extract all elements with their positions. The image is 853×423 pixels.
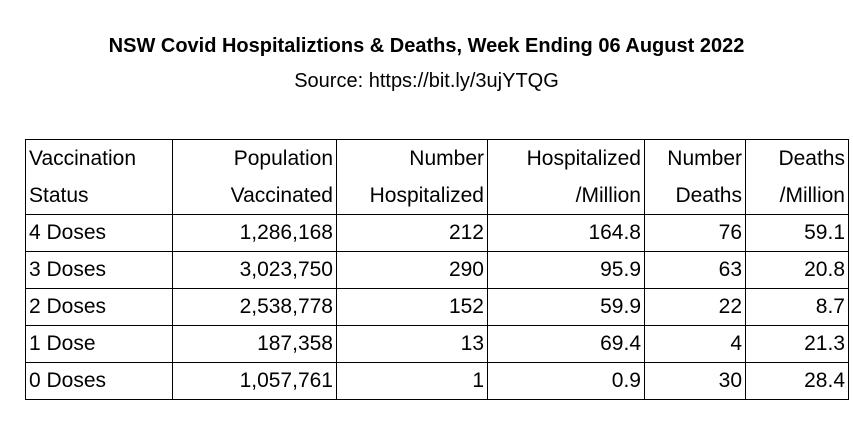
cell-deaths: 30 [644,362,746,400]
table-row: 2 Doses 2,538,778 152 59.9 22 8.7 [25,288,849,326]
cell-hosp-per-million: 59.9 [487,288,645,326]
cell-deaths-per-million: 21.3 [745,325,849,363]
header-text: Population [233,147,333,170]
cell-hosp-per-million: 69.4 [487,325,645,363]
table-header-row: Vaccination Status Population Vaccinated… [25,139,849,215]
cell-status: 1 Dose [25,325,173,363]
table-row: 1 Dose 187,358 13 69.4 4 21.3 [25,325,849,363]
table-row: 0 Doses 1,057,761 1 0.9 30 28.4 [25,362,849,400]
covid-data-table: Vaccination Status Population Vaccinated… [25,139,849,400]
table-row: 4 Doses 1,286,168 212 164.8 76 59.1 [25,214,849,252]
header-hospitalized-per-million: Hospitalized /Million [487,139,645,215]
header-number-deaths: Number Deaths [644,139,746,215]
source-line: Source: https://bit.ly/3ujYTQG [294,70,559,92]
cell-status: 3 Doses [25,251,173,289]
header-text: Number [667,147,742,170]
cell-deaths: 22 [644,288,746,326]
cell-population: 187,358 [172,325,337,363]
cell-deaths-per-million: 20.8 [745,251,849,289]
cell-population: 2,538,778 [172,288,337,326]
cell-deaths: 63 [644,251,746,289]
cell-hosp-per-million: 164.8 [487,214,645,252]
header-text: Status [29,184,89,207]
header-text: Number [409,147,484,170]
cell-hospitalized: 152 [336,288,488,326]
cell-deaths: 76 [644,214,746,252]
header-text: Deaths [675,184,742,207]
table-row: 3 Doses 3,023,750 290 95.9 63 20.8 [25,251,849,289]
cell-deaths-per-million: 59.1 [745,214,849,252]
cell-hospitalized: 212 [336,214,488,252]
header-text: /Million [575,184,641,207]
cell-hospitalized: 290 [336,251,488,289]
header-text: /Million [779,184,845,207]
header-population-vaccinated: Population Vaccinated [172,139,337,215]
header-number-hospitalized: Number Hospitalized [336,139,488,215]
page-title: NSW Covid Hospitaliztions & Deaths, Week… [108,35,745,57]
cell-hospitalized: 13 [336,325,488,363]
cell-status: 4 Doses [25,214,173,252]
header-deaths-per-million: Deaths /Million [745,139,849,215]
cell-population: 1,286,168 [172,214,337,252]
header-text: Deaths [778,147,845,170]
cell-population: 3,023,750 [172,251,337,289]
header-text: Hospitalized [369,184,484,207]
cell-population: 1,057,761 [172,362,337,400]
cell-deaths: 4 [644,325,746,363]
cell-status: 2 Doses [25,288,173,326]
cell-hosp-per-million: 95.9 [487,251,645,289]
header-text: Hospitalized [526,147,641,170]
cell-hosp-per-million: 0.9 [487,362,645,400]
header-text: Vaccination [29,147,137,170]
header-vaccination-status: Vaccination Status [25,139,173,215]
header-text: Vaccinated [230,184,333,207]
cell-deaths-per-million: 8.7 [745,288,849,326]
cell-hospitalized: 1 [336,362,488,400]
cell-status: 0 Doses [25,362,173,400]
cell-deaths-per-million: 28.4 [745,362,849,400]
